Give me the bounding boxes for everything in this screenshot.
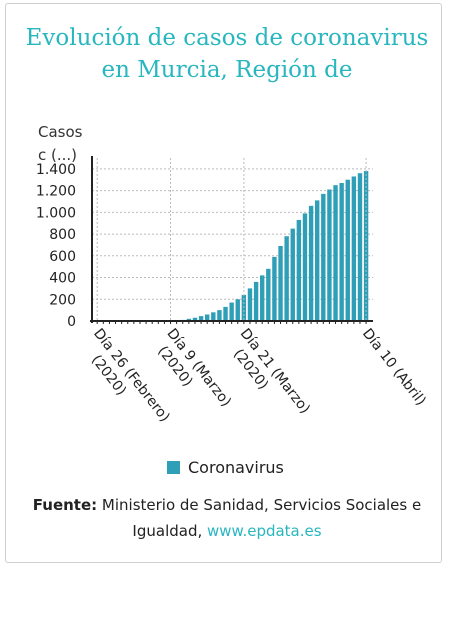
bar — [229, 302, 234, 321]
bar — [266, 268, 271, 321]
bar-chart: 0 200 400 600 800 1.000 1.200 1.400 Día 26 (Febr… — [36, 156, 429, 425]
y-tick-label: 200 — [49, 292, 76, 308]
bar — [296, 219, 302, 321]
bar — [211, 312, 216, 321]
bar — [315, 200, 320, 321]
y-tick-label: 0 — [67, 314, 76, 330]
title-line-1: Evolución de casos de coronavirus — [25, 25, 429, 51]
y-axis-label-line-2: c (...) — [38, 146, 78, 164]
y-tick-label: 600 — [49, 249, 76, 265]
chart-title: Evolución de casos de coronavirus en Mur… — [0, 22, 454, 86]
bar — [235, 299, 240, 321]
bar — [192, 317, 198, 321]
x-tick-label: Día 10 (Abril) — [359, 326, 429, 409]
bar — [272, 256, 277, 321]
bar — [284, 236, 289, 321]
y-tick-label: 1.000 — [36, 205, 76, 221]
bar — [345, 179, 350, 321]
bar — [327, 189, 332, 321]
source-note: Fuente: Ministerio de Sanidad, Servicios… — [0, 492, 454, 544]
bar — [247, 288, 253, 321]
bar — [302, 213, 308, 321]
bar — [351, 176, 357, 321]
bar — [321, 193, 326, 321]
title-line-2: en Murcia, Región de — [101, 57, 353, 83]
bar — [333, 185, 338, 321]
bar — [205, 314, 210, 321]
bar — [253, 281, 259, 321]
legend-label: Coronavirus — [188, 458, 284, 477]
y-tick-label: 1.400 — [36, 162, 76, 178]
source-text: Ministerio de Sanidad, Servicios Sociale… — [97, 496, 422, 540]
y-tick-label: 400 — [49, 271, 76, 287]
legend-swatch — [167, 461, 180, 474]
bar — [290, 228, 295, 321]
bar — [278, 246, 283, 321]
y-tick-label: 800 — [49, 227, 76, 243]
bar — [357, 173, 363, 321]
legend: Coronavirus — [167, 458, 284, 477]
y-axis-label-line-1: Casos — [38, 123, 83, 141]
bar — [308, 205, 314, 321]
source-label: Fuente: — [32, 496, 98, 514]
chart-card — [5, 3, 442, 563]
x-tick-label: Día 26 (Febrero)(2020) — [88, 326, 173, 425]
bar — [186, 318, 192, 321]
source-link[interactable]: www.epdata.es — [207, 522, 322, 540]
bar — [217, 310, 222, 321]
bar — [223, 306, 228, 321]
y-tick-label: 1.200 — [36, 184, 76, 200]
x-tick-label: Día 21 (Marzo)(2020) — [230, 326, 313, 417]
bar — [198, 316, 204, 321]
bar — [339, 182, 344, 321]
x-tick-label-line: Día 10 (Abril) — [359, 326, 429, 409]
bar — [260, 275, 265, 321]
